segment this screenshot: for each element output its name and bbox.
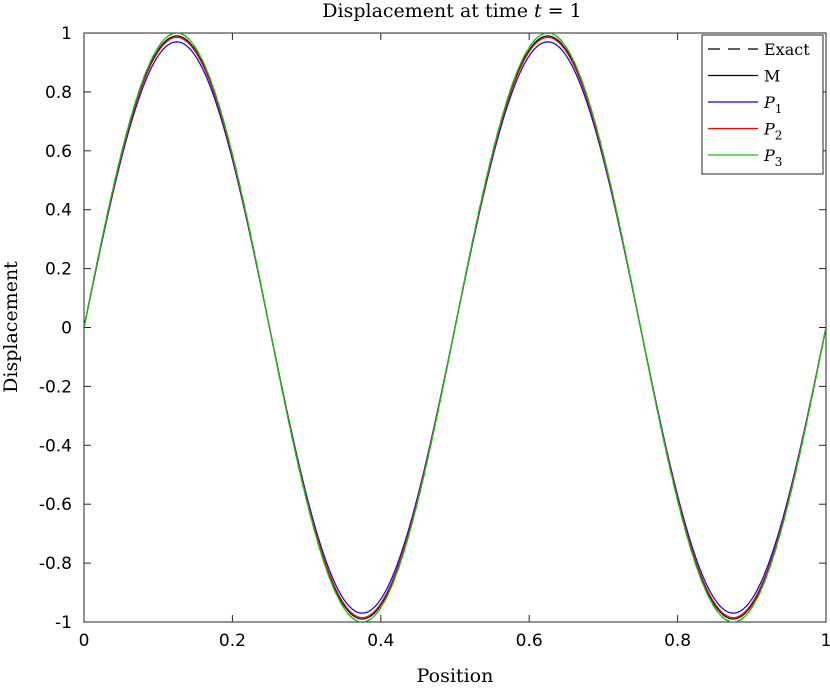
data-point bbox=[176, 32, 177, 33]
data-point bbox=[547, 35, 548, 36]
y-tick-label: 1 bbox=[61, 24, 72, 44]
plot-area: 0 0.2 0.4 0.6 0.8 1 -1 -0.8 -0.6 -0.4 -0.2 0 0.2 0.4 0… bbox=[39, 24, 830, 651]
legend-label-symbol: P bbox=[763, 146, 775, 165]
data-point bbox=[315, 535, 316, 536]
y-tick-label: -0.4 bbox=[39, 436, 72, 456]
legend-box bbox=[701, 34, 824, 175]
data-point bbox=[454, 327, 455, 328]
data-point bbox=[362, 617, 363, 618]
data-point bbox=[733, 618, 734, 619]
legend-label: P1 bbox=[763, 93, 782, 116]
y-tick-label: 0.8 bbox=[45, 83, 72, 103]
legend-label: P2 bbox=[763, 120, 782, 143]
y-tick-label: 0 bbox=[61, 319, 72, 339]
data-point bbox=[547, 41, 548, 42]
y-axis-label: Displacement bbox=[0, 261, 22, 393]
title-rest: = 1 bbox=[542, 0, 582, 22]
data-point bbox=[733, 617, 734, 618]
x-axis-label: Position bbox=[417, 665, 494, 685]
data-point bbox=[176, 37, 177, 38]
data-point bbox=[640, 327, 641, 328]
data-point bbox=[547, 32, 548, 33]
y-tick-label: 0.4 bbox=[45, 201, 72, 221]
data-point bbox=[176, 41, 177, 42]
x-tick-label: 1 bbox=[821, 631, 830, 651]
data-point bbox=[594, 119, 595, 120]
y-tick-label: -1 bbox=[55, 613, 72, 633]
y-tick-label: 0.6 bbox=[45, 142, 72, 162]
legend-label-symbol: P bbox=[763, 93, 775, 112]
data-point bbox=[825, 327, 826, 328]
data-point bbox=[176, 35, 177, 36]
data-point bbox=[362, 621, 363, 622]
legend-label: M bbox=[764, 67, 780, 86]
y-tick-label: 0.2 bbox=[45, 260, 72, 280]
data-point bbox=[130, 119, 131, 120]
title-text: Displacement at time bbox=[322, 0, 534, 22]
data-point bbox=[408, 535, 409, 536]
legend-label-subscript: 1 bbox=[775, 102, 783, 116]
data-point bbox=[733, 621, 734, 622]
x-tick-label: 0.8 bbox=[664, 631, 691, 651]
data-point bbox=[501, 119, 502, 120]
x-tick-label: 0.4 bbox=[367, 631, 394, 651]
data-point bbox=[547, 37, 548, 38]
legend-label: P3 bbox=[763, 146, 782, 169]
data-point bbox=[223, 119, 224, 120]
data-point bbox=[779, 535, 780, 536]
x-tick-label: 0.2 bbox=[219, 631, 246, 651]
data-point bbox=[362, 613, 363, 614]
data-point bbox=[269, 327, 270, 328]
series-line-p3 bbox=[84, 33, 826, 622]
data-point bbox=[83, 327, 84, 328]
x-tick-label: 0.6 bbox=[516, 631, 543, 651]
legend-label-subscript: 2 bbox=[775, 129, 783, 143]
legend-label-subscript: 3 bbox=[775, 155, 783, 169]
y-tick-label: -0.8 bbox=[39, 554, 72, 574]
chart-title: Displacement at time t = 1 bbox=[322, 0, 581, 22]
y-tick-label: -0.2 bbox=[39, 377, 72, 397]
y-tick-label: -0.6 bbox=[39, 495, 72, 515]
title-variable: t bbox=[534, 0, 542, 22]
legend-label: Exact bbox=[764, 40, 810, 59]
legend-label-symbol: P bbox=[763, 120, 775, 139]
data-point bbox=[733, 613, 734, 614]
x-tick-label: 0 bbox=[79, 631, 90, 651]
data-point bbox=[686, 535, 687, 536]
data-point bbox=[362, 618, 363, 619]
